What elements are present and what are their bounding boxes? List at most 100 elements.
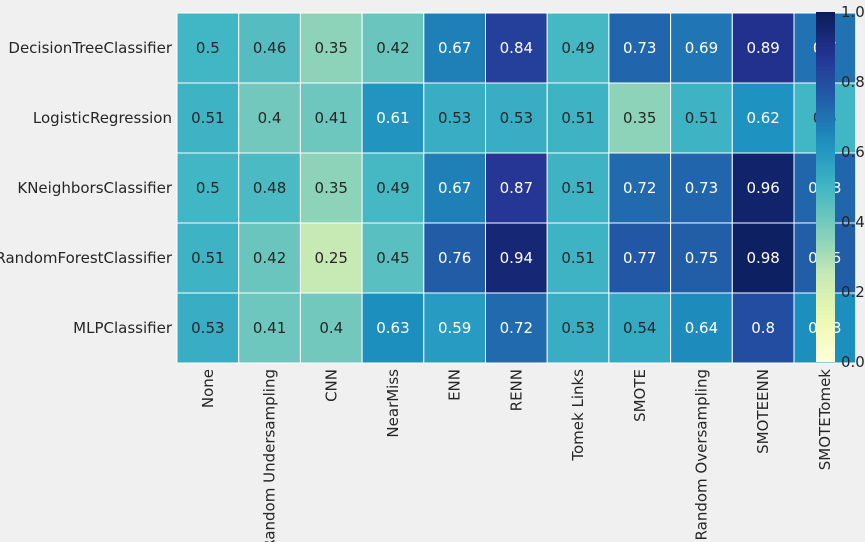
column-label: None [199, 369, 217, 408]
colorbar-gradient [816, 12, 835, 362]
cell-value-label: 0.42 [376, 39, 409, 57]
column-label: Random Oversampling [692, 369, 710, 540]
row-label: MLPClassifier [73, 319, 173, 337]
cell-value-label: 0.35 [315, 179, 348, 197]
heatmap-cell [485, 152, 548, 224]
cell-value-label: 0.89 [746, 39, 779, 57]
cell-value-label: 0.51 [685, 109, 718, 127]
cell-value-label: 0.41 [253, 319, 286, 337]
heatmap-cell [485, 12, 548, 84]
cell-value-label: 0.73 [685, 179, 718, 197]
cell-value-label: 0.49 [376, 179, 409, 197]
heatmap-cell [238, 222, 301, 294]
cell-value-label: 0.46 [253, 39, 286, 57]
heatmap-cell [608, 222, 672, 294]
cell-value-label: 0.51 [561, 179, 594, 197]
heatmap-cell [670, 292, 733, 364]
cell-value-label: 0.84 [500, 39, 533, 57]
cell-value-label: 0.69 [685, 39, 718, 57]
heatmap-cell [485, 292, 548, 364]
cell-value-label: 0.51 [191, 109, 224, 127]
column-label: ENN [446, 369, 464, 401]
cell-value-label: 0.76 [438, 249, 471, 267]
cell-value-label: 0.48 [253, 179, 286, 197]
heatmap-cell [299, 82, 363, 154]
row-label: DecisionTreeClassifier [8, 39, 172, 57]
heatmap-cell [546, 292, 610, 364]
colorbar-tick-label: 0.4 [841, 213, 865, 231]
cell-value-label: 0.53 [561, 319, 594, 337]
cell-value-label: 0.98 [746, 249, 779, 267]
row-labels: DecisionTreeClassifier LogisticRegression… [0, 39, 173, 337]
cell-value-label: 0.53 [191, 319, 224, 337]
heatmap-cell [361, 152, 425, 224]
cell-value-label: 0.67 [438, 179, 471, 197]
cell-value-label: 0.59 [438, 319, 471, 337]
colorbar-tick-label: 0.2 [841, 283, 865, 301]
heatmap-cell [299, 12, 363, 84]
heatmap-cell [731, 12, 795, 84]
colorbar-tick-label: 1.0 [841, 3, 865, 21]
heatmap-cell [546, 152, 610, 224]
heatmap-cell [608, 292, 672, 364]
cell-value-label: 0.87 [500, 179, 533, 197]
cell-value-label: 0.73 [623, 39, 656, 57]
cell-value-label: 0.54 [623, 319, 656, 337]
heatmap-cell [485, 222, 548, 294]
heatmap-cell [238, 82, 301, 154]
cell-value-label: 0.51 [561, 109, 594, 127]
column-label: Random Undersampling [261, 369, 279, 542]
cell-value-label: 0.61 [376, 109, 409, 127]
cell-value-label: 0.53 [438, 109, 471, 127]
heatmap-cell [608, 82, 672, 154]
heatmap-cell [176, 222, 240, 294]
cell-value-label: 0.5 [196, 39, 220, 57]
heatmap-cell [608, 12, 672, 84]
heatmap-cell [670, 222, 733, 294]
cell-value-label: 0.25 [315, 249, 348, 267]
cell-value-label: 0.63 [376, 319, 409, 337]
cell-value-label: 0.72 [500, 319, 533, 337]
heatmap-cell [176, 292, 240, 364]
cell-value-label: 0.94 [500, 249, 533, 267]
column-label: SMOTEENN [754, 369, 772, 454]
heatmap-cell [176, 82, 240, 154]
cell-value-label: 0.75 [685, 249, 718, 267]
cell-value-label: 0.62 [746, 109, 779, 127]
heatmap-cell [238, 152, 301, 224]
cell-value-label: 0.51 [561, 249, 594, 267]
cell-value-label: 0.4 [319, 319, 343, 337]
column-label: NearMiss [384, 369, 402, 438]
heatmap-cell [361, 82, 425, 154]
cell-value-label: 0.4 [258, 109, 282, 127]
heatmap-cell [731, 222, 795, 294]
cell-value-label: 0.96 [746, 179, 779, 197]
cell-value-label: 0.64 [685, 319, 718, 337]
column-label: Tomek Links [569, 369, 587, 462]
cell-value-label: 0.45 [376, 249, 409, 267]
heatmap-cell [670, 152, 733, 224]
cell-value-label: 0.72 [623, 179, 656, 197]
row-label: LogisticRegression [33, 109, 172, 127]
cell-value-label: 0.51 [191, 249, 224, 267]
row-label: KNeighborsClassifier [17, 179, 172, 197]
cell-value-label: 0.77 [623, 249, 656, 267]
heatmap-cell [423, 292, 486, 364]
row-label: RandomForestClassifier [0, 249, 173, 267]
heatmap-cell [361, 12, 425, 84]
heatmap-cell [423, 222, 486, 294]
heatmap-cell [176, 12, 240, 84]
heatmap-cell [238, 12, 301, 84]
column-label: CNN [322, 369, 340, 402]
colorbar-tick-label: 0.6 [841, 143, 865, 161]
cell-value-label: 0.8 [751, 319, 775, 337]
column-label: SMOTE [631, 369, 649, 422]
colorbar-tick-label: 0.0 [841, 353, 865, 371]
heatmap-grid: 0.5 0.46 0.35 0.42 0.67 0.84 0.49 0.73 0.69 0.89 0… [176, 12, 857, 364]
colorbar: 0.0 0.2 0.4 0.6 0.8 1.0 [816, 3, 865, 371]
column-labels: None Random Undersampling CNN NearMiss ENN RE… [199, 369, 834, 542]
heatmap-cell [299, 292, 363, 364]
cell-value-label: 0.53 [500, 109, 533, 127]
cell-value-label: 0.5 [196, 179, 220, 197]
